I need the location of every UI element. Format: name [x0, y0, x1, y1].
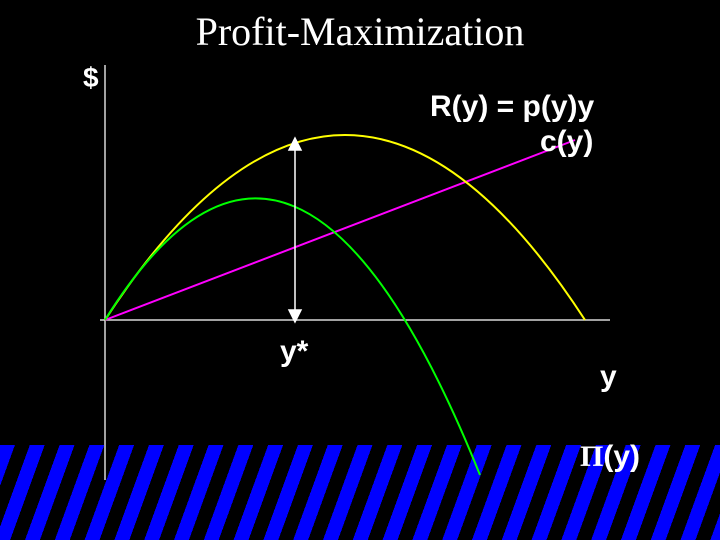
cost-line [105, 140, 575, 320]
slide: Profit-Maximization $ R(y) = p(y)y c(y) … [0, 0, 720, 540]
x-axis-label: y [600, 360, 617, 394]
profit-label: Π(y) [580, 440, 640, 474]
revenue-label: R(y) = p(y)y [430, 90, 594, 124]
maximum-gap-indicator [289, 138, 301, 322]
pi-symbol: Π [580, 440, 603, 473]
profit-label-rest: (y) [603, 440, 640, 473]
cost-label: c(y) [540, 125, 593, 159]
y-axis-label: $ [83, 62, 99, 94]
ystar-label: y* [280, 335, 308, 369]
